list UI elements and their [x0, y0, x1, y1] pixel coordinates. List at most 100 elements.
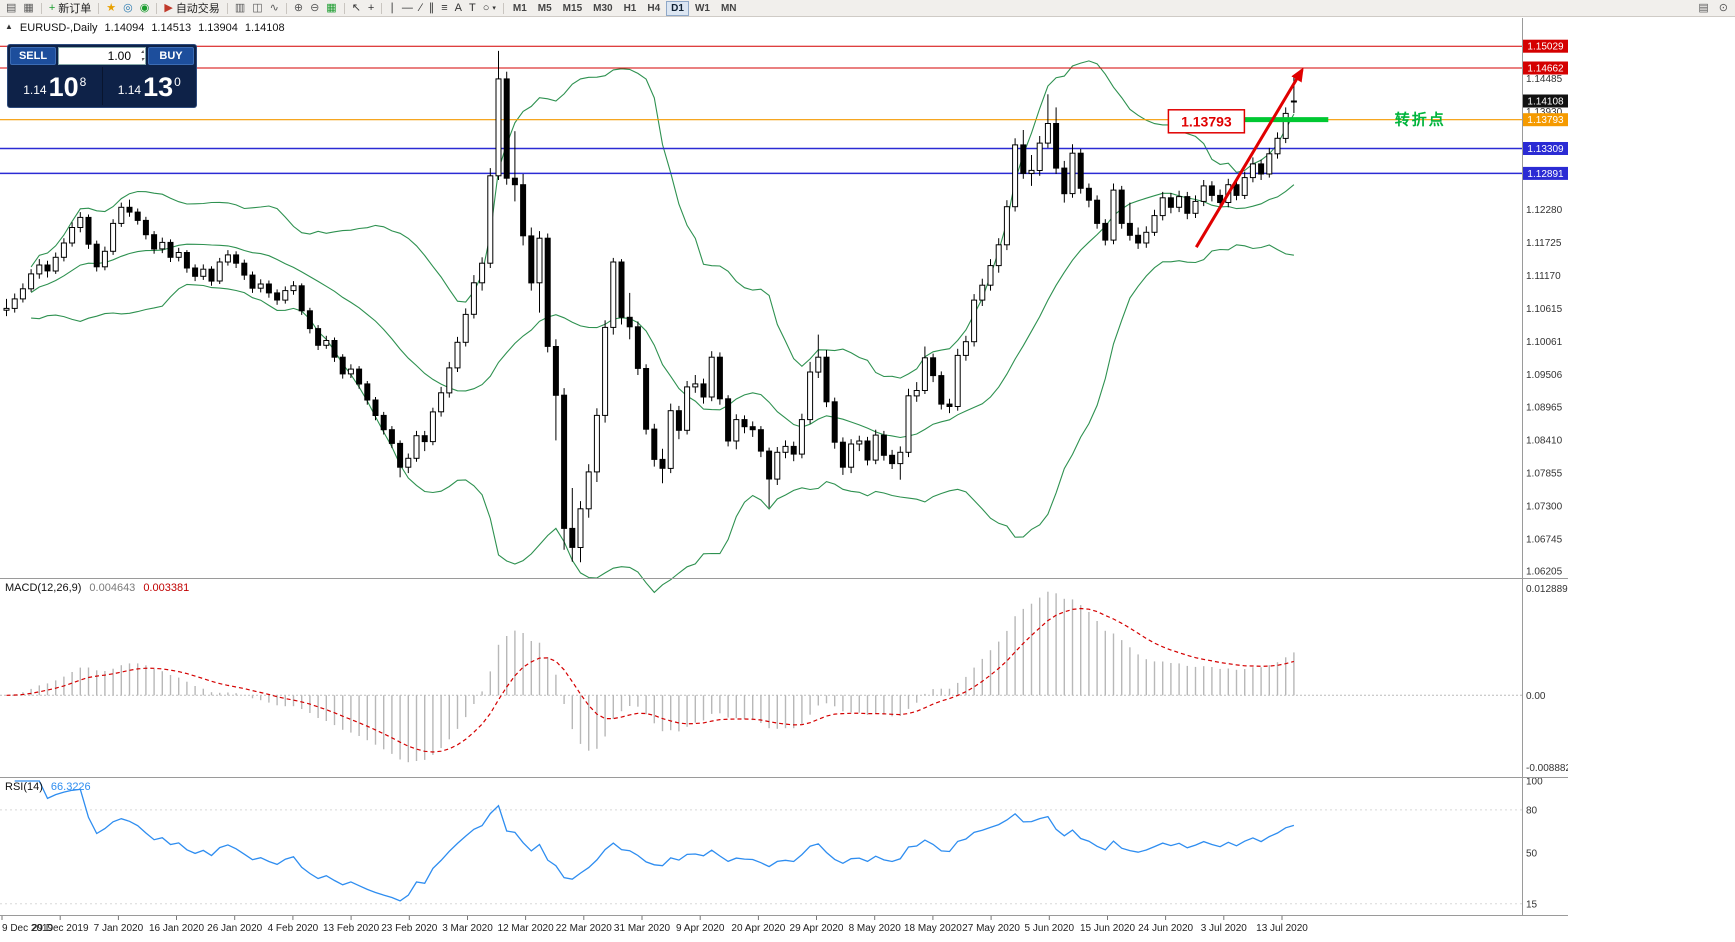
- chart-canvas[interactable]: 1.13793 转折点1.144851.139301.122801.117251.…: [0, 0, 1568, 942]
- time-axis-label: 7 Jan 2020: [94, 923, 144, 934]
- shapes-button[interactable]: ○ ▾: [480, 1, 499, 16]
- lightning-button[interactable]: ★: [103, 1, 119, 16]
- timeframe-h1-button[interactable]: H1: [623, 2, 637, 14]
- time-axis-label: 23 Feb 2020: [381, 923, 438, 934]
- autotrading-label: 自动交易: [175, 3, 220, 15]
- time-axis-label: 29 Apr 2020: [790, 923, 844, 934]
- fibonacci-button[interactable]: ≡: [438, 1, 450, 16]
- price-axis: 1.14485 1.13930 1.12280 1.11725 1.11170 1.106…: [1523, 39, 1568, 577]
- horizontal-line-button[interactable]: —: [399, 1, 416, 16]
- buy-price[interactable]: 1.14 13 0: [103, 67, 197, 105]
- one-click-panel-toggle-icon[interactable]: ▲: [5, 22, 13, 31]
- lot-size-field[interactable]: 1.00 ▴ ▾: [58, 47, 146, 65]
- sell-price[interactable]: 1.14 10 8: [8, 67, 102, 105]
- price-axis-label: 1.06745: [1526, 534, 1563, 545]
- find-button[interactable]: ⊙: [1716, 1, 1731, 16]
- price-badge-1.12891: [1523, 166, 1568, 180]
- zoom-in-button[interactable]: ⊕: [291, 1, 306, 16]
- timeframe-d1-button[interactable]: D1: [666, 0, 689, 16]
- circles-icon: ◉: [139, 1, 150, 14]
- time-axis-label: 3 Mar 2020: [442, 923, 493, 934]
- label-icon: T: [468, 1, 476, 14]
- price-callout-text: 1.13793: [1181, 113, 1232, 129]
- new-chart-icon: ▤: [6, 1, 17, 14]
- horizontal-lines: [0, 45, 1522, 175]
- new-order-button[interactable]: + 新订单: [46, 1, 94, 16]
- timeframe-m15-button[interactable]: M15: [562, 2, 583, 14]
- trade-panel-divider: [101, 67, 103, 105]
- candle-chart-button[interactable]: ◫: [249, 1, 265, 16]
- toolbar-separator: [156, 2, 158, 14]
- rsi-line: [14, 780, 1295, 902]
- crosshair-button[interactable]: +: [365, 1, 377, 16]
- window-layout-button[interactable]: ▦: [20, 1, 36, 16]
- zoom-out-button[interactable]: ⊖: [307, 1, 322, 16]
- price-badge-1.15029: [1523, 39, 1568, 53]
- price-axis-label: 1.06205: [1526, 566, 1563, 577]
- panel-dividers: [0, 18, 1568, 916]
- window-layout-icon: ▦: [23, 1, 34, 14]
- trendline-button[interactable]: ∕: [417, 1, 425, 16]
- macd-axis-zero: 0.00: [1526, 691, 1546, 702]
- circles-button[interactable]: ◉: [137, 1, 153, 16]
- timeframe-w1-button[interactable]: W1: [694, 2, 710, 14]
- chart-annotations: 1.13793 转折点: [1167, 67, 1446, 248]
- lot-spin-up-icon[interactable]: ▴: [140, 49, 144, 55]
- lot-spinner[interactable]: ▴ ▾: [141, 48, 144, 64]
- macd-panel: 0.012889 0.00 -0.008882: [0, 584, 1568, 774]
- lot-size-value[interactable]: 1.00: [107, 49, 131, 63]
- new-chart-button[interactable]: ▤: [3, 1, 19, 16]
- timeframe-m30-button[interactable]: M30: [593, 2, 613, 14]
- autotrading-icon: ▶: [164, 1, 173, 14]
- toolbar-separator: [381, 2, 383, 14]
- timeframe-mn-button[interactable]: MN: [720, 2, 737, 14]
- timeframe-h4-button[interactable]: H4: [647, 2, 661, 14]
- line-chart-button[interactable]: ∿: [267, 1, 282, 16]
- price-badge-text: 1.14662: [1527, 64, 1564, 75]
- price-badge-text: 1.13309: [1527, 144, 1564, 155]
- price-axis-label: 1.11725: [1526, 238, 1562, 249]
- time-axis-label: 4 Feb 2020: [268, 923, 319, 934]
- timeframe-m1-button[interactable]: M1: [512, 2, 527, 14]
- find-icon: ⊙: [1718, 2, 1728, 14]
- compass-button[interactable]: ◎: [120, 1, 136, 16]
- rsi-axis-label: 15: [1526, 899, 1538, 910]
- crosshair-icon: +: [367, 1, 375, 14]
- toolbar-separator: [285, 2, 287, 14]
- price-axis-label: 1.13930: [1526, 107, 1563, 118]
- trend-arrow[interactable]: [1195, 67, 1304, 248]
- timeframe-m5-button[interactable]: M5: [537, 2, 552, 14]
- label-button[interactable]: T: [466, 1, 479, 16]
- time-axis-label: 13 Jul 2020: [1256, 923, 1308, 934]
- price-axis-label: 1.07855: [1526, 468, 1563, 479]
- buy-button[interactable]: BUY: [148, 47, 194, 65]
- autotrading-button[interactable]: ▶ 自动交易: [161, 1, 222, 16]
- lot-spin-down-icon[interactable]: ▾: [140, 57, 144, 63]
- print-icon: ▤: [1698, 2, 1709, 14]
- toolbar-separator: [40, 2, 42, 14]
- price-axis-label: 1.07300: [1526, 501, 1563, 512]
- buy-price-sup: 0: [174, 75, 181, 89]
- cursor-button[interactable]: ↖: [349, 1, 364, 16]
- print-button[interactable]: ▤: [1695, 1, 1711, 16]
- price-axis-label: 1.14485: [1526, 74, 1563, 85]
- new-order-icon: +: [48, 1, 56, 14]
- channel-button[interactable]: ∥: [426, 1, 438, 16]
- candle-chart-icon: ◫: [252, 1, 263, 14]
- vertical-line-button[interactable]: ∣: [386, 1, 398, 16]
- time-axis-label: 15 Jun 2020: [1080, 923, 1135, 934]
- price-badge-text: 1.14108: [1527, 97, 1564, 108]
- candlestick-series: [3, 50, 1297, 563]
- sell-button[interactable]: SELL: [10, 47, 56, 65]
- tile-windows-button[interactable]: ▦: [323, 1, 339, 16]
- bb-middle-line: [30, 184, 1295, 439]
- turning-point-note[interactable]: 转折点: [1395, 111, 1446, 129]
- bar-chart-button[interactable]: ▥: [232, 1, 248, 16]
- macd-axis-max: 0.012889: [1526, 584, 1568, 595]
- price-callout-box[interactable]: [1167, 109, 1246, 134]
- text-button[interactable]: A: [452, 1, 465, 16]
- time-axis-label: 8 May 2020: [849, 923, 902, 934]
- time-axis-label: 26 Jan 2020: [207, 923, 262, 934]
- bollinger-bands: [30, 60, 1295, 594]
- toolbar-separator: [343, 2, 345, 14]
